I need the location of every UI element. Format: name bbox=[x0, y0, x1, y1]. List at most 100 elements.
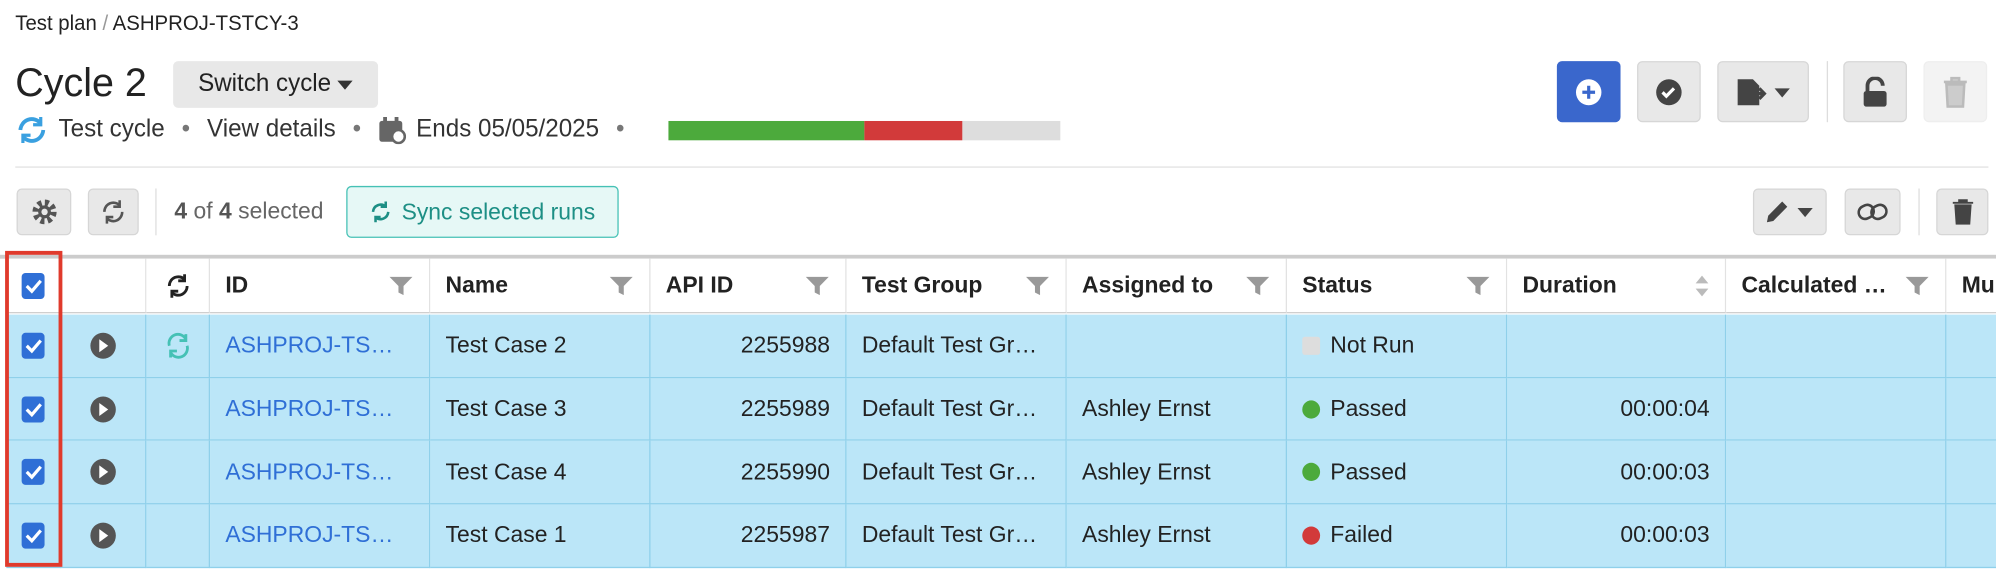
row-select bbox=[6, 441, 62, 505]
run-cell bbox=[61, 314, 147, 378]
cell: 2255988 bbox=[650, 314, 847, 378]
edit-button[interactable] bbox=[1752, 188, 1827, 236]
column-header[interactable]: Calculated … bbox=[1726, 258, 1947, 314]
id-link[interactable]: ASHPROJ-TS… bbox=[225, 331, 394, 358]
id-link[interactable]: ASHPROJ-TS… bbox=[225, 521, 394, 548]
cell bbox=[1726, 504, 1947, 568]
view-details[interactable]: View details bbox=[207, 115, 336, 143]
filter-icon bbox=[1245, 275, 1270, 296]
check bbox=[25, 465, 42, 480]
progress-segment bbox=[962, 120, 1061, 141]
separator bbox=[155, 188, 157, 236]
delete-runs-button[interactable] bbox=[1936, 188, 1989, 236]
header-cell bbox=[146, 258, 211, 314]
id-link[interactable]: ASHPROJ-TS… bbox=[225, 458, 394, 485]
header-cell bbox=[61, 258, 147, 314]
cell: Default Test Gr… bbox=[846, 441, 1067, 505]
cell: Test Case 1 bbox=[430, 504, 651, 568]
column-header[interactable]: Name bbox=[430, 258, 651, 314]
sync-cell bbox=[146, 441, 211, 505]
column-header[interactable]: Test Group bbox=[846, 258, 1067, 314]
cell: Passed bbox=[1287, 441, 1508, 505]
delete-button[interactable] bbox=[1923, 61, 1988, 123]
cell bbox=[1946, 441, 1996, 505]
cell: ASHPROJ-TS… bbox=[210, 441, 431, 505]
row-select bbox=[6, 504, 62, 568]
cell: Default Test Gr… bbox=[846, 504, 1067, 568]
run-button[interactable] bbox=[89, 395, 117, 424]
run-button[interactable] bbox=[89, 521, 117, 550]
run-button[interactable] bbox=[89, 458, 117, 487]
cell bbox=[1507, 314, 1727, 378]
column-header[interactable]: Status bbox=[1287, 258, 1508, 314]
refresh-button[interactable] bbox=[87, 188, 139, 236]
duration-text: 00:00:03 bbox=[1620, 458, 1710, 485]
column-header[interactable]: API ID bbox=[650, 258, 847, 314]
cell: 00:00:03 bbox=[1507, 504, 1727, 568]
status-text: Not Run bbox=[1330, 331, 1415, 358]
group-text: Default Test Gr… bbox=[861, 395, 1038, 422]
progress-segment bbox=[864, 120, 963, 141]
complete-button[interactable] bbox=[1637, 61, 1701, 123]
sync-status-icon bbox=[164, 331, 192, 360]
id-link[interactable]: ASHPROJ-TS… bbox=[225, 395, 394, 422]
assigned-text: Ashley Ernst bbox=[1082, 458, 1211, 485]
status-text: Failed bbox=[1330, 521, 1393, 548]
status-dot bbox=[1302, 463, 1321, 482]
run-button[interactable] bbox=[89, 331, 117, 360]
sync-button[interactable]: Sync selected runs bbox=[346, 185, 619, 238]
sync-cell bbox=[146, 377, 211, 442]
export-icon bbox=[1737, 78, 1790, 105]
column-header[interactable]: Duration bbox=[1507, 258, 1727, 314]
status-dot bbox=[1302, 399, 1321, 418]
filter-icon bbox=[388, 275, 413, 296]
row-checkbox[interactable] bbox=[21, 522, 45, 549]
cell: ASHPROJ-TS… bbox=[210, 377, 431, 442]
cell: Ashley Ernst bbox=[1066, 441, 1288, 505]
select-all-checkbox[interactable] bbox=[21, 272, 45, 299]
switch-cycle[interactable]: Switch cycle bbox=[173, 61, 379, 108]
cell bbox=[1946, 314, 1996, 378]
row-checkbox[interactable] bbox=[21, 395, 45, 422]
lock-icon bbox=[1863, 76, 1887, 106]
divider bbox=[15, 166, 1989, 168]
group-text: Default Test Gr… bbox=[861, 458, 1038, 485]
settings-button[interactable] bbox=[16, 188, 72, 236]
row-checkbox[interactable] bbox=[21, 332, 45, 359]
row-checkbox[interactable] bbox=[21, 459, 45, 486]
breadcrumb-link[interactable]: Test plan bbox=[15, 13, 97, 36]
export-button[interactable] bbox=[1717, 61, 1809, 123]
cell: ASHPROJ-TS… bbox=[210, 504, 431, 568]
column-title: Status bbox=[1302, 271, 1373, 298]
filter-icon bbox=[1025, 275, 1050, 296]
name-text: Test Case 2 bbox=[445, 331, 567, 358]
cycle-icon bbox=[18, 116, 46, 143]
cell: Default Test Gr… bbox=[846, 314, 1067, 378]
column-header[interactable]: Mu bbox=[1946, 258, 1996, 314]
link-button[interactable] bbox=[1844, 188, 1901, 236]
progress-segment bbox=[668, 120, 865, 141]
lock-button[interactable] bbox=[1843, 61, 1907, 123]
switch-label: Switch cycle bbox=[198, 70, 332, 98]
status-dot bbox=[1302, 336, 1321, 355]
cell bbox=[1066, 314, 1288, 378]
assigned-text: Ashley Ernst bbox=[1082, 395, 1211, 422]
sync-column-icon bbox=[167, 273, 188, 298]
check bbox=[25, 402, 42, 417]
cell bbox=[1726, 441, 1947, 505]
column-header[interactable]: Assigned to bbox=[1066, 258, 1288, 314]
column-header[interactable]: ID bbox=[210, 258, 431, 314]
breadcrumb-current: ASHPROJ-TSTCY-3 bbox=[112, 13, 299, 36]
filter-icon bbox=[1904, 275, 1929, 296]
cell: Test Case 2 bbox=[430, 314, 651, 378]
total: 4 bbox=[219, 197, 232, 224]
column-title: Duration bbox=[1522, 271, 1617, 298]
check bbox=[25, 339, 42, 354]
plus-icon bbox=[1575, 78, 1602, 105]
add-button[interactable] bbox=[1556, 61, 1621, 123]
pencil-icon bbox=[1766, 201, 1813, 223]
end-date: Ends 05/05/2025 bbox=[416, 115, 600, 143]
name-text: Test Case 4 bbox=[445, 458, 567, 485]
column-title: Mu bbox=[1961, 271, 1995, 298]
row-select bbox=[6, 314, 62, 378]
